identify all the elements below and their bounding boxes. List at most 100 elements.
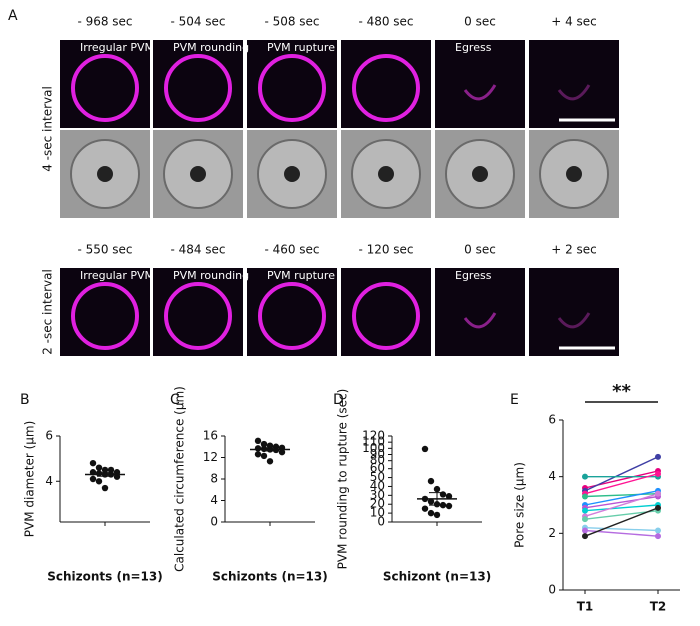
time-label: - 504 sec [170, 15, 225, 29]
data-point [89, 475, 97, 483]
pvm-signal [463, 312, 497, 329]
series-line [584, 507, 659, 537]
data-point [95, 470, 103, 477]
data-point [254, 437, 262, 445]
y-tick-label: 6 [45, 429, 53, 443]
data-point [254, 451, 262, 458]
y-tick-label: 110 [362, 435, 385, 449]
y-tick-label: 8 [210, 472, 218, 486]
stage-label: PVM rounding [173, 269, 249, 282]
error-bar [429, 492, 445, 506]
data-point [582, 516, 588, 523]
y-tick-label: 80 [370, 453, 385, 467]
x-tick-label: Schizonts (n=13) [47, 570, 163, 584]
pigment [97, 166, 113, 182]
time-label: - 484 sec [170, 243, 225, 257]
pigment [472, 166, 488, 182]
data-point [655, 533, 661, 540]
data-point [655, 527, 661, 534]
pvm-signal [71, 282, 139, 350]
y-tick-label: 20 [370, 497, 385, 511]
y-tick-label: 12 [203, 450, 218, 464]
data-point [582, 527, 588, 534]
y-tick-label: 90 [370, 447, 385, 461]
micrograph [529, 268, 619, 356]
data-point [427, 477, 435, 485]
data-point [421, 505, 429, 512]
y-axis-label: Calculated circumference (μm) [173, 386, 187, 572]
pigment [378, 166, 394, 182]
y-axis-label: PVM diameter (μm) [23, 421, 37, 538]
stage-label: PVM rupture [267, 41, 335, 54]
stage-label: Irregular PVM [80, 269, 154, 282]
y-tick-label: 4 [548, 469, 556, 483]
micrograph [435, 40, 525, 128]
row-label: 2 -sec interval [41, 269, 55, 355]
data-point [655, 504, 661, 511]
data-point [107, 466, 115, 474]
pigment [284, 166, 300, 182]
pvm-signal [557, 312, 591, 329]
y-axis-label: PVM rounding to rupture (sec) [336, 389, 350, 570]
stage-label: Irregular PVM [80, 41, 154, 54]
panel-label: A [8, 8, 18, 24]
data-point [655, 490, 661, 497]
x-tick-label: T1 [577, 600, 594, 614]
x-tick-label: Schizonts (n=13) [212, 570, 328, 584]
row-label: 4 -sec interval [41, 86, 55, 172]
y-tick-label: 4 [210, 493, 218, 507]
panel-label: D [333, 392, 344, 408]
error-bar [262, 447, 278, 452]
data-point [655, 470, 661, 477]
y-tick-label: 0 [377, 515, 385, 529]
stage-label: PVM rupture [267, 269, 335, 282]
pvm-signal [463, 84, 497, 101]
time-label: - 508 sec [264, 15, 319, 29]
pigment [190, 166, 206, 182]
y-tick-label: 60 [370, 461, 385, 475]
time-label: - 460 sec [264, 243, 319, 257]
data-point [445, 493, 453, 500]
y-tick-label: 2 [548, 526, 556, 540]
data-point [582, 507, 588, 514]
error-bar [97, 472, 113, 477]
data-point [427, 498, 435, 505]
series-line [584, 495, 659, 509]
series-line [584, 456, 659, 492]
pvm-signal [164, 282, 232, 350]
data-point [101, 484, 109, 492]
series-line [584, 504, 659, 512]
series-line [584, 492, 659, 518]
data-point [260, 440, 268, 448]
pigment [566, 166, 582, 182]
y-tick-label: 40 [370, 479, 385, 493]
data-point [254, 445, 262, 452]
data-point [445, 502, 453, 510]
time-label: - 968 sec [77, 15, 132, 29]
data-point [278, 448, 286, 456]
significance: ** [612, 381, 631, 402]
data-point [433, 485, 441, 493]
data-point [427, 509, 435, 517]
y-tick-label: 50 [370, 470, 385, 484]
data-point [95, 478, 103, 485]
series-line [584, 492, 659, 498]
data-point [421, 445, 429, 453]
data-point [655, 453, 661, 460]
x-tick-label: T2 [650, 600, 667, 614]
micrograph [435, 268, 525, 356]
pvm-signal [164, 54, 232, 122]
time-label: + 2 sec [551, 243, 597, 257]
y-tick-label: 6 [548, 413, 556, 427]
x-tick-label: Schizont (n=13) [383, 570, 491, 584]
time-label: 0 sec [464, 15, 496, 29]
panel-label: E [510, 392, 519, 408]
data-point [582, 533, 588, 540]
y-tick-label: 30 [370, 488, 385, 502]
series-line [584, 473, 659, 495]
y-tick-label: 4 [45, 474, 53, 488]
data-point [101, 466, 109, 474]
pvm-signal [352, 54, 420, 122]
time-label: 0 sec [464, 243, 496, 257]
